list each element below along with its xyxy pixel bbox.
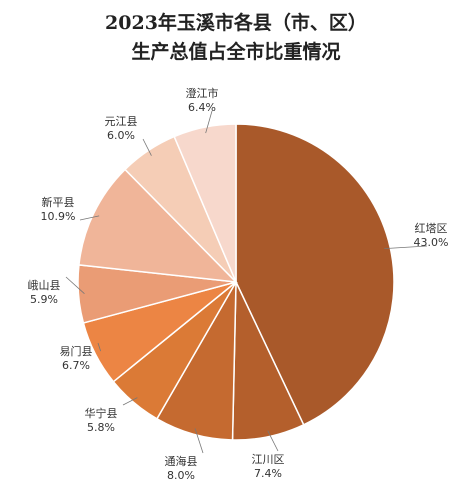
pie-leader-8 <box>205 110 213 134</box>
pie-label-value-7: 6.0% <box>107 129 135 142</box>
pie-leader-1 <box>267 430 279 452</box>
pie-label-name-3: 华宁县 <box>85 406 118 420</box>
pie-leader-0 <box>384 245 428 250</box>
pie-label-name-5: 峨山县 <box>28 279 61 292</box>
chart-title-line-2: 生产总值占全市比重情况 <box>131 40 340 63</box>
pie-label-value-5: 5.9% <box>30 293 58 306</box>
pie-slices <box>77 123 395 441</box>
pie-leader-4 <box>97 342 102 352</box>
pie-slice-6 <box>78 168 239 283</box>
pie-leader-3 <box>122 397 138 406</box>
pie-label-name-1: 江川区 <box>252 453 285 466</box>
pie-leader-lines <box>65 110 428 454</box>
pie-label-name-8: 澄江市 <box>186 86 219 100</box>
pie-label-name-4: 易门县 <box>60 344 93 358</box>
pie-slice-8 <box>173 123 237 283</box>
pie-label-value-0: 43.0% <box>414 236 449 249</box>
pie-leader-5 <box>65 276 85 294</box>
pie-label-value-6: 10.9% <box>41 210 76 223</box>
pie-label-value-4: 6.7% <box>62 359 90 372</box>
pie-leader-2 <box>194 428 204 454</box>
chart-title-line-1: 2023年玉溪市各县（市、区） <box>105 11 367 34</box>
pie-leader-7 <box>142 138 152 156</box>
pie-label-name-0: 红塔区 <box>415 222 448 235</box>
pie-slice-0 <box>235 123 395 426</box>
pie-label-name-7: 元江县 <box>105 115 138 128</box>
pie-label-name-2: 通海县 <box>165 454 198 468</box>
pie-leader-6 <box>79 215 100 221</box>
pie-label-value-8: 6.4% <box>188 101 216 114</box>
pie-label-name-6: 新平县 <box>42 195 75 209</box>
pie-label-value-3: 5.8% <box>87 421 115 434</box>
pie-label-value-1: 7.4% <box>254 467 282 480</box>
pie-label-value-2: 8.0% <box>167 469 195 482</box>
